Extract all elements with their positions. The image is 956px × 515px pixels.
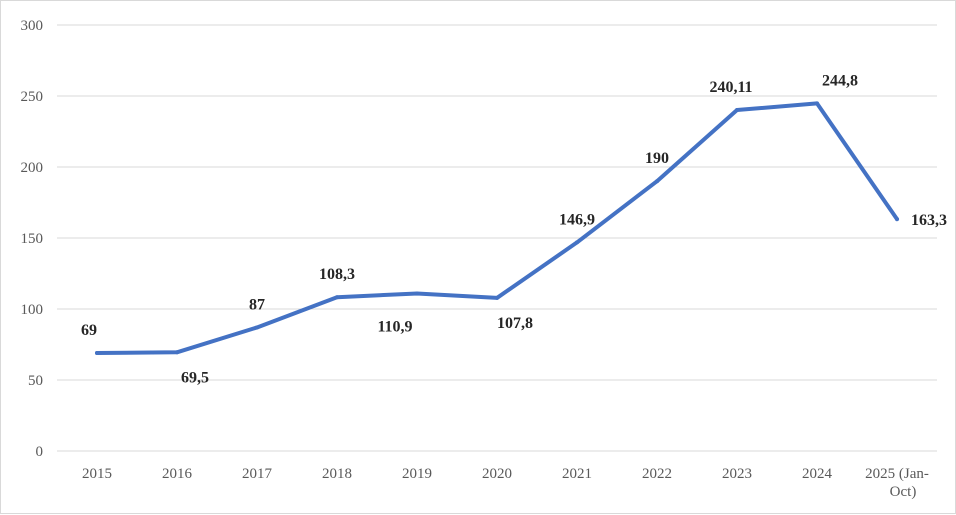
- data-label: 146,9: [559, 211, 595, 228]
- x-tick-label: 2017: [242, 466, 273, 482]
- x-tick-label: 2016: [162, 466, 193, 482]
- data-point: [815, 101, 819, 106]
- y-tick-label: 200: [21, 160, 44, 176]
- data-point: [415, 291, 419, 296]
- data-point: [575, 240, 579, 245]
- x-tick-label: 2025 (Jan-Oct): [865, 466, 929, 500]
- data-point: [495, 295, 499, 300]
- data-label: 190: [645, 150, 669, 167]
- y-tick-label: 50: [28, 373, 43, 389]
- x-tick-label: 2024: [802, 466, 833, 482]
- data-labels: 69 69,5 87 108,3 110,9 107,8 146,9 190 240,11 244…: [81, 72, 947, 386]
- data-label: 244,8: [822, 72, 858, 89]
- data-label: 163,3: [911, 212, 947, 229]
- data-label: 108,3: [319, 266, 355, 283]
- y-tick-label: 300: [21, 18, 44, 34]
- x-tick-label: 2018: [322, 466, 352, 482]
- data-point: [255, 325, 259, 330]
- data-point: [175, 350, 179, 355]
- y-axis-tick-labels: 0 50 100 150 200 250 300: [21, 18, 44, 460]
- data-point: [655, 179, 659, 184]
- x-tick-label: 2020: [482, 466, 512, 482]
- data-label: 110,9: [377, 319, 412, 336]
- x-tick-label: 2022: [642, 466, 672, 482]
- x-axis-tick-labels: 2015 2016 2017 2018 2019 2020 2021 2022 2023 2024…: [82, 466, 929, 500]
- data-point: [735, 108, 739, 113]
- data-point: [895, 217, 899, 222]
- data-label: 69,5: [181, 369, 209, 386]
- data-label: 240,11: [709, 79, 752, 96]
- y-tick-label: 150: [21, 231, 44, 247]
- data-label: 107,8: [497, 315, 533, 332]
- y-tick-label: 250: [21, 89, 44, 105]
- data-label: 69: [81, 322, 97, 339]
- data-label: 87: [249, 296, 265, 313]
- gridlines: [57, 24, 937, 452]
- x-tick-label: 2015: [82, 466, 112, 482]
- data-point: [335, 295, 339, 300]
- series-lines: [95, 101, 899, 356]
- x-tick-label: 2019: [402, 466, 432, 482]
- data-point: [95, 351, 99, 356]
- x-tick-label: 2021: [562, 466, 592, 482]
- y-tick-label: 100: [21, 302, 44, 318]
- y-tick-label: 0: [36, 444, 44, 460]
- x-tick-label: 2023: [722, 466, 752, 482]
